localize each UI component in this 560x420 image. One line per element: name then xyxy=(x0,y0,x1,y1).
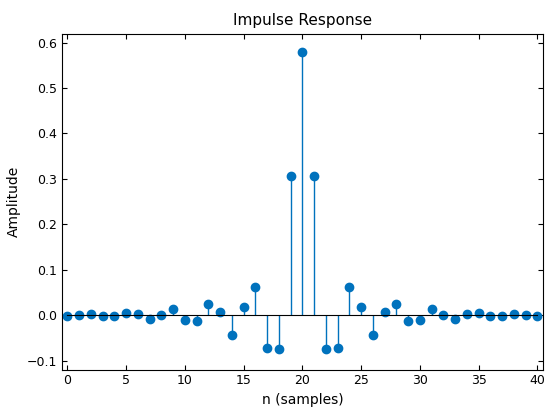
Title: Impulse Response: Impulse Response xyxy=(233,13,372,28)
Y-axis label: Amplitude: Amplitude xyxy=(7,166,21,237)
X-axis label: n (samples): n (samples) xyxy=(262,393,343,407)
